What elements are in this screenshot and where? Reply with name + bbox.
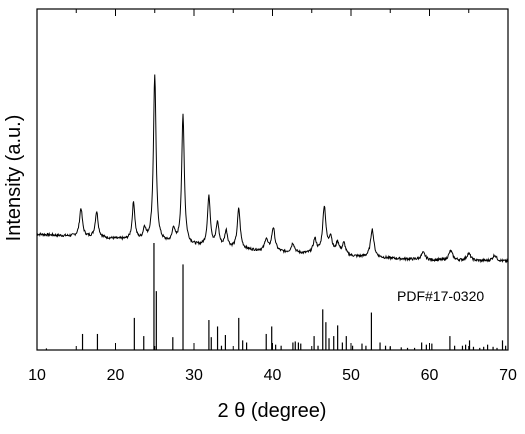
reference-card-label: PDF#17-0320 [397, 288, 484, 304]
measured-pattern-line [36, 74, 509, 264]
plot-area [36, 74, 509, 350]
y-axis-title: Intensity (a.u.) [3, 115, 25, 242]
x-tick-label-10: 10 [28, 367, 46, 384]
x-tick-label-60: 60 [421, 367, 439, 384]
x-axis-title: 2 θ (degree) [218, 400, 327, 422]
x-tick-label-40: 40 [264, 367, 282, 384]
x-tick-label-20: 20 [107, 367, 125, 384]
x-tick-label-50: 50 [342, 367, 360, 384]
x-tick-label-30: 30 [185, 367, 203, 384]
x-tick-label-70: 70 [499, 367, 517, 384]
